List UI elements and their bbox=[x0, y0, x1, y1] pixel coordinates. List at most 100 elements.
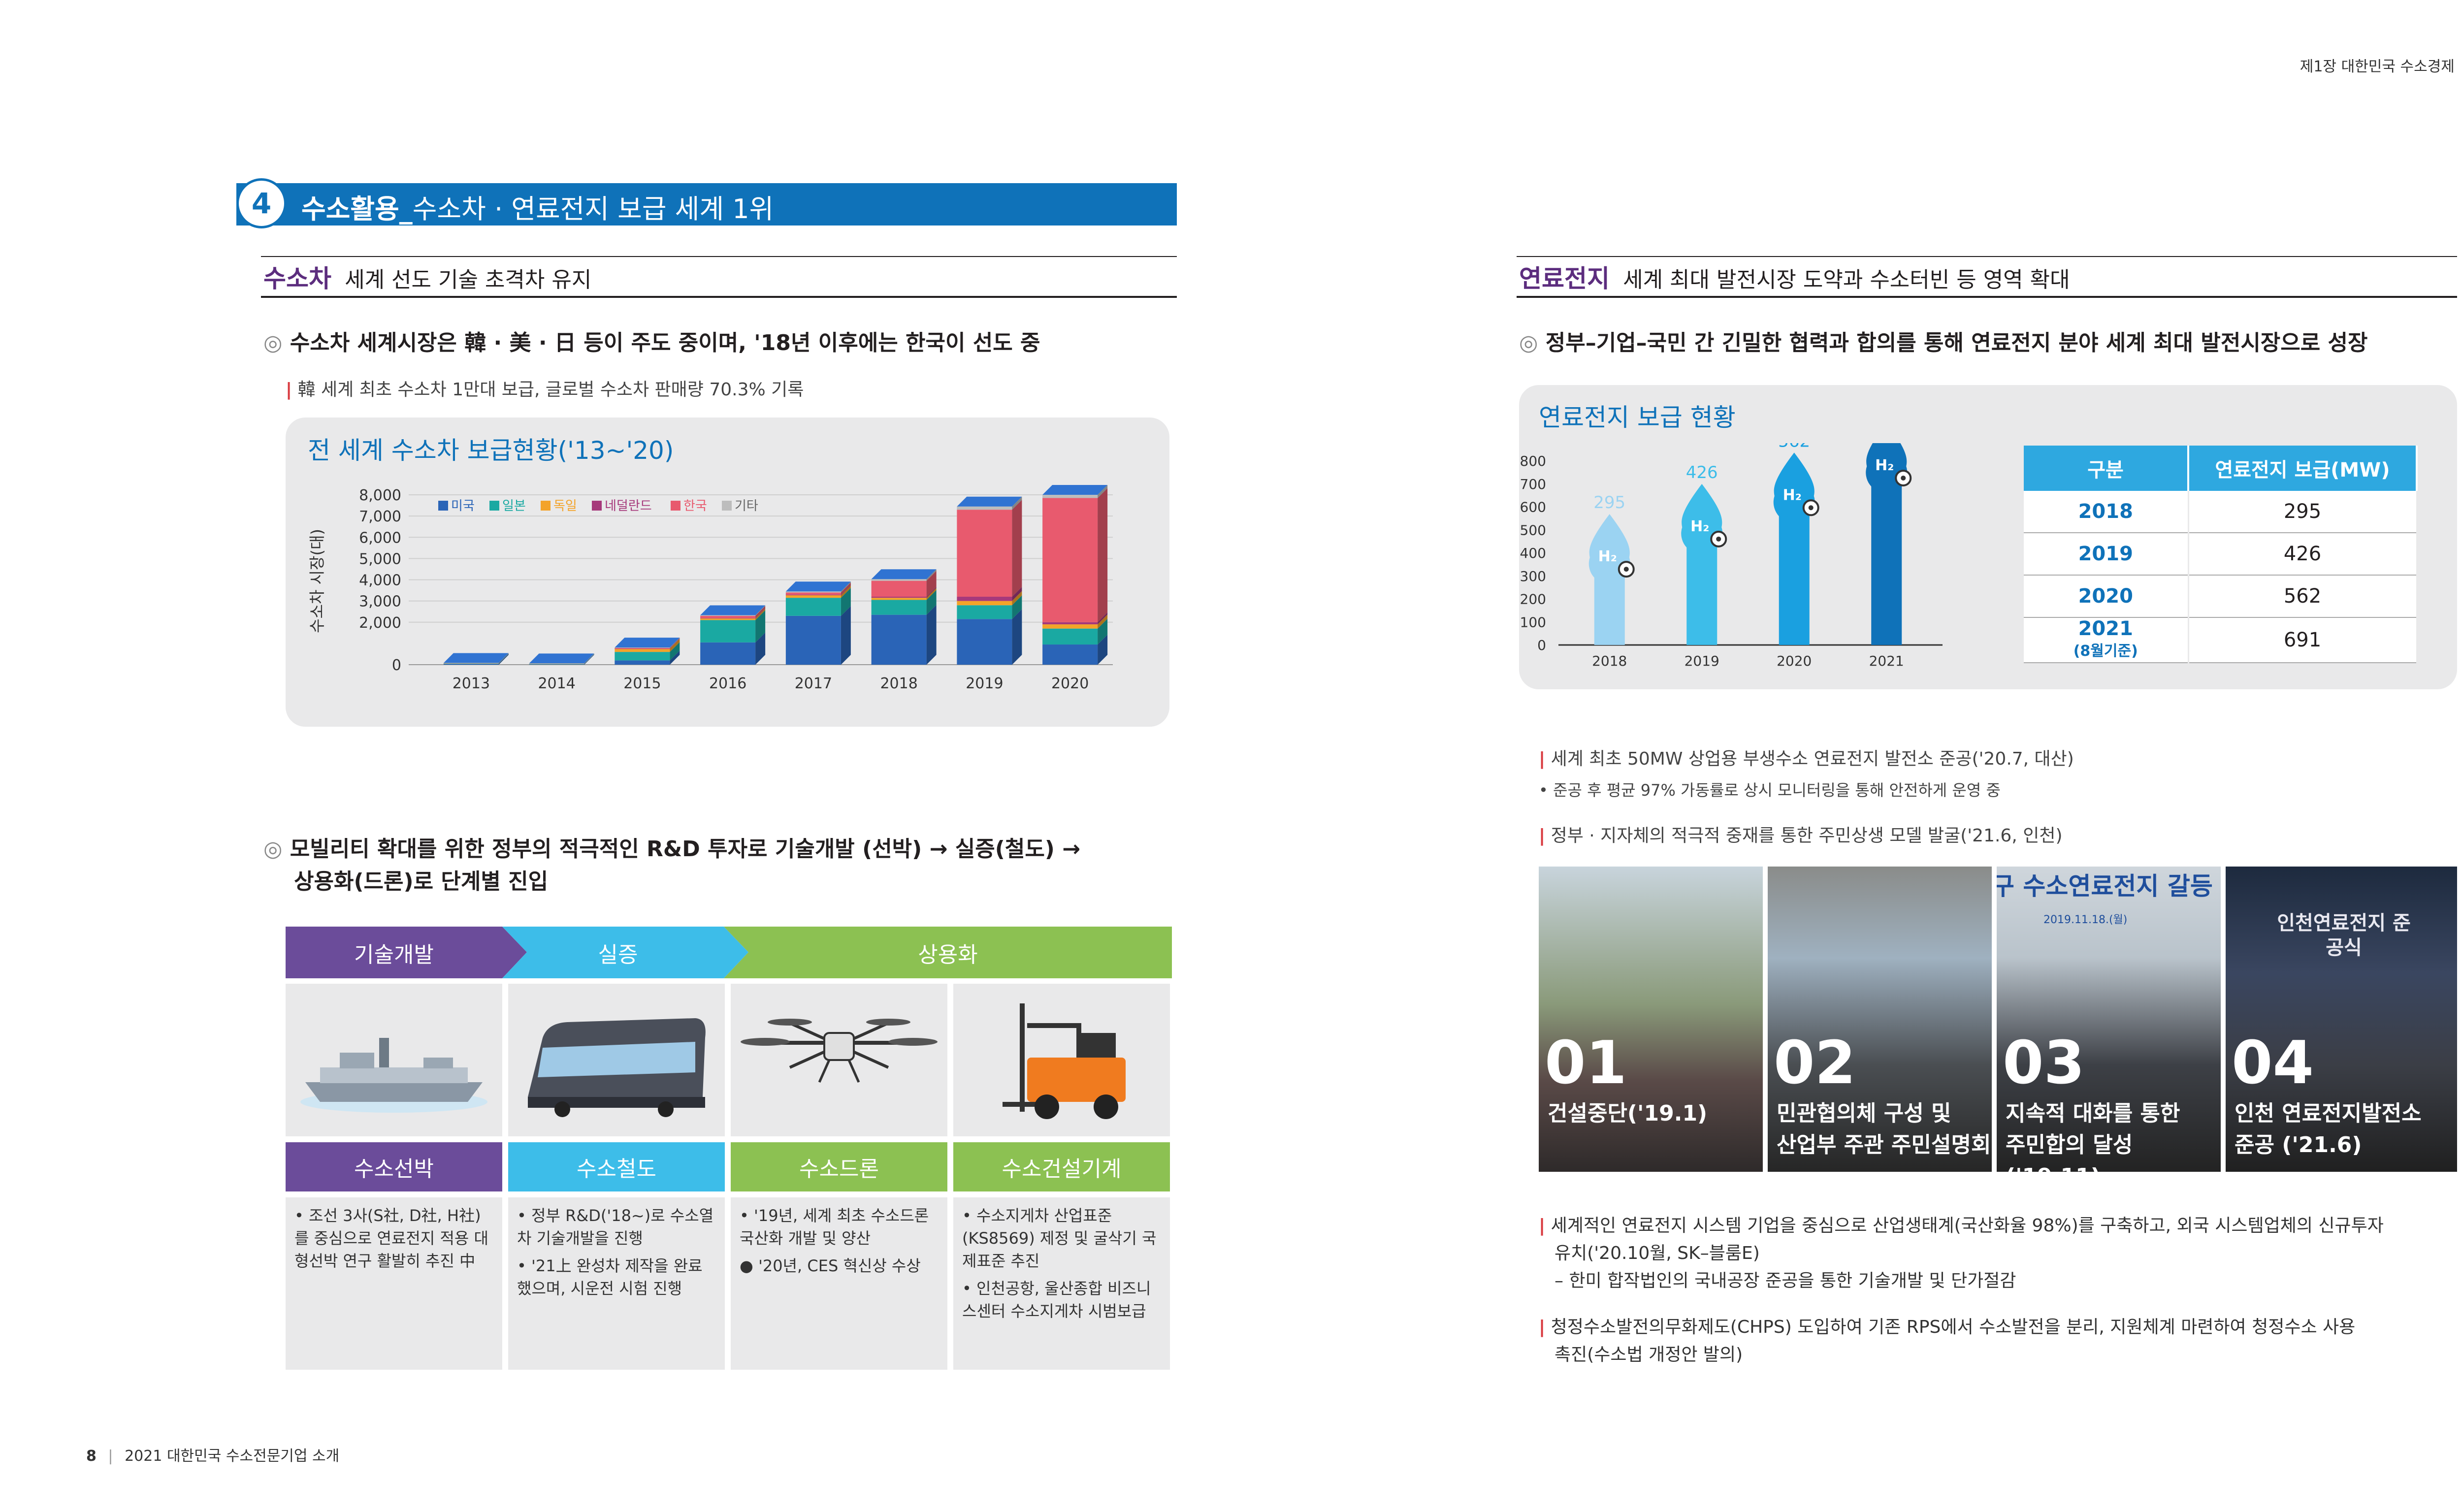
table-cell-year: 2020 bbox=[2024, 575, 2189, 618]
bar bbox=[1594, 577, 1625, 645]
photo-caption: 건설중단('19.1) bbox=[1548, 1101, 1708, 1126]
drone-icon bbox=[741, 1019, 938, 1083]
stage-arrow-commercial bbox=[724, 927, 1172, 978]
bar-segment-side bbox=[841, 606, 851, 665]
bar-segment-side bbox=[841, 582, 851, 595]
section-title: 수소활용_수소차 · 연료전지 보급 세계 1위 bbox=[301, 187, 774, 226]
table-header-year: 구분 bbox=[2024, 446, 2189, 491]
bar-top bbox=[1042, 485, 1108, 495]
bar-segment bbox=[871, 580, 927, 597]
stage-label-3: 상용화 bbox=[918, 942, 978, 967]
x-tick-label: 2020 bbox=[1777, 653, 1812, 669]
stage-arrow-tech bbox=[286, 927, 527, 978]
bar-segment-side bbox=[841, 584, 851, 595]
bar-segment bbox=[871, 614, 927, 665]
bar-segment-side bbox=[841, 585, 851, 598]
running-header: 제1장 대한민국 수소경제 | 9 bbox=[2300, 54, 2462, 76]
legend-swatch bbox=[592, 501, 602, 511]
y-tick-label: 0 bbox=[1537, 637, 1546, 653]
y-tick-label: 4,000 bbox=[359, 572, 401, 589]
bar-value-label: 562 bbox=[1778, 443, 1810, 451]
bar-segment bbox=[615, 647, 670, 648]
bar-segment-side bbox=[1012, 500, 1022, 597]
legend-label: 독일 bbox=[553, 499, 577, 514]
forklift-icon bbox=[1003, 1003, 1126, 1119]
bar-segment bbox=[443, 663, 499, 665]
photo-overlay-text: 인천연료전지 준공식 bbox=[2277, 912, 2411, 959]
note-bar-icon: | bbox=[286, 380, 292, 400]
table-row: 2019 426 bbox=[2024, 533, 2418, 576]
circle-bullet-icon: ◎ bbox=[263, 330, 283, 355]
left-subheading: 수소차 세계 선도 기술 초격차 유지 bbox=[263, 259, 591, 294]
bar-segment-side bbox=[926, 605, 937, 665]
note-bar-icon: | bbox=[1539, 1216, 1546, 1236]
photo-number: 01 bbox=[1545, 1029, 1627, 1097]
gear-icon-center bbox=[1901, 475, 1906, 481]
bar-segment bbox=[785, 592, 841, 595]
stage-arrow-demo bbox=[502, 927, 748, 978]
bar-segment bbox=[1042, 622, 1098, 625]
table-cell-year: 2021 (8월기준) bbox=[2024, 617, 2189, 663]
bar-segment bbox=[1042, 624, 1098, 629]
bar-segment bbox=[871, 598, 927, 600]
bar-segment-side bbox=[755, 632, 766, 665]
left-subheading-key: 수소차 bbox=[263, 264, 331, 293]
bar-segment-side bbox=[926, 569, 937, 581]
right-subheading-rule-top bbox=[1517, 256, 2457, 257]
y-axis-label: 수소차 시장(대) bbox=[308, 529, 326, 633]
table-header-value: 연료전지 보급(MW) bbox=[2188, 446, 2418, 491]
section-title-rest: 수소차 · 연료전지 보급 세계 1위 bbox=[412, 193, 774, 225]
bar-segment bbox=[871, 597, 927, 598]
x-tick-label: 2015 bbox=[623, 675, 661, 692]
table-cell-value: 691 bbox=[2188, 617, 2418, 663]
h2-icon-text: H₂ bbox=[1875, 457, 1894, 474]
bar-segment-side bbox=[755, 608, 766, 620]
photo-caption: 민관협의체 구성 및 산업부 주관 주민설명회 bbox=[1777, 1101, 1991, 1158]
bar-segment bbox=[615, 648, 670, 652]
photo-04: 인천연료전지 준공식 04 인천 연료전지발전소 준공 ('21.6) bbox=[2226, 867, 2457, 1172]
right-para-1: | 세계적인 연료전지 시스템 기업을 중심으로 산업생태계(국산화율 98%)… bbox=[1539, 1212, 2460, 1295]
bar-segment-side bbox=[1012, 496, 1022, 510]
bar-segment bbox=[957, 597, 1012, 601]
right-para-1b-text: 유치('20.10월, SK–블룸E) bbox=[1555, 1243, 1760, 1263]
y-tick-label: 700 bbox=[1520, 476, 1546, 492]
x-tick-label: 2021 bbox=[1869, 653, 1904, 669]
table-row: 2020 562 bbox=[2024, 575, 2418, 618]
bar-segment-side bbox=[1012, 609, 1022, 665]
running-title: 제1장 대한민국 수소경제 bbox=[2300, 58, 2455, 75]
x-tick-label: 2018 bbox=[880, 675, 917, 692]
bar-segment-side bbox=[670, 638, 680, 648]
bar-segment bbox=[785, 595, 841, 598]
bar-segment-side bbox=[841, 588, 851, 616]
bar-segment bbox=[871, 579, 927, 581]
stage-label-2: 실증 bbox=[598, 942, 638, 967]
bar-segment bbox=[1042, 495, 1098, 498]
left-subheading-rule-top bbox=[261, 256, 1177, 257]
section-banner bbox=[236, 183, 1177, 225]
bar-segment-side bbox=[670, 650, 680, 665]
bar-segment-side bbox=[670, 642, 680, 661]
bar-segment-side bbox=[670, 639, 680, 649]
bar-top bbox=[785, 581, 851, 592]
h2-icon-text: H₂ bbox=[1690, 518, 1709, 535]
bar-value-label: 295 bbox=[1593, 493, 1625, 513]
fuelcell-chart-title: 연료전지 보급 현황 bbox=[1539, 403, 1736, 432]
cell-label-tram: 수소철도 bbox=[508, 1142, 725, 1191]
bar-top bbox=[615, 638, 680, 648]
right-note-1-sub: • 준공 후 평균 97% 가동률로 상시 모니터링을 통해 안전하게 운영 중 bbox=[1539, 781, 2001, 800]
bar-segment bbox=[957, 510, 1012, 597]
bar-segment bbox=[615, 652, 670, 661]
bar-value-label: 426 bbox=[1686, 463, 1718, 483]
x-tick-label: 2017 bbox=[795, 675, 832, 692]
footer-title: 2021 대한민국 수소전문기업 소개 bbox=[125, 1448, 340, 1465]
hydrogen-tram-image bbox=[508, 984, 725, 1136]
bar-segment bbox=[785, 591, 841, 593]
bar-segment-side bbox=[926, 588, 937, 600]
right-subheading-rule bbox=[1517, 296, 2457, 298]
x-tick-label: 2013 bbox=[453, 675, 490, 692]
circle-bullet-icon: ◎ bbox=[263, 836, 283, 862]
note-bar-icon: | bbox=[1539, 749, 1546, 769]
bar bbox=[1686, 547, 1717, 645]
note-bar-icon: | bbox=[1539, 826, 1546, 846]
bar-segment-side bbox=[1098, 618, 1108, 645]
